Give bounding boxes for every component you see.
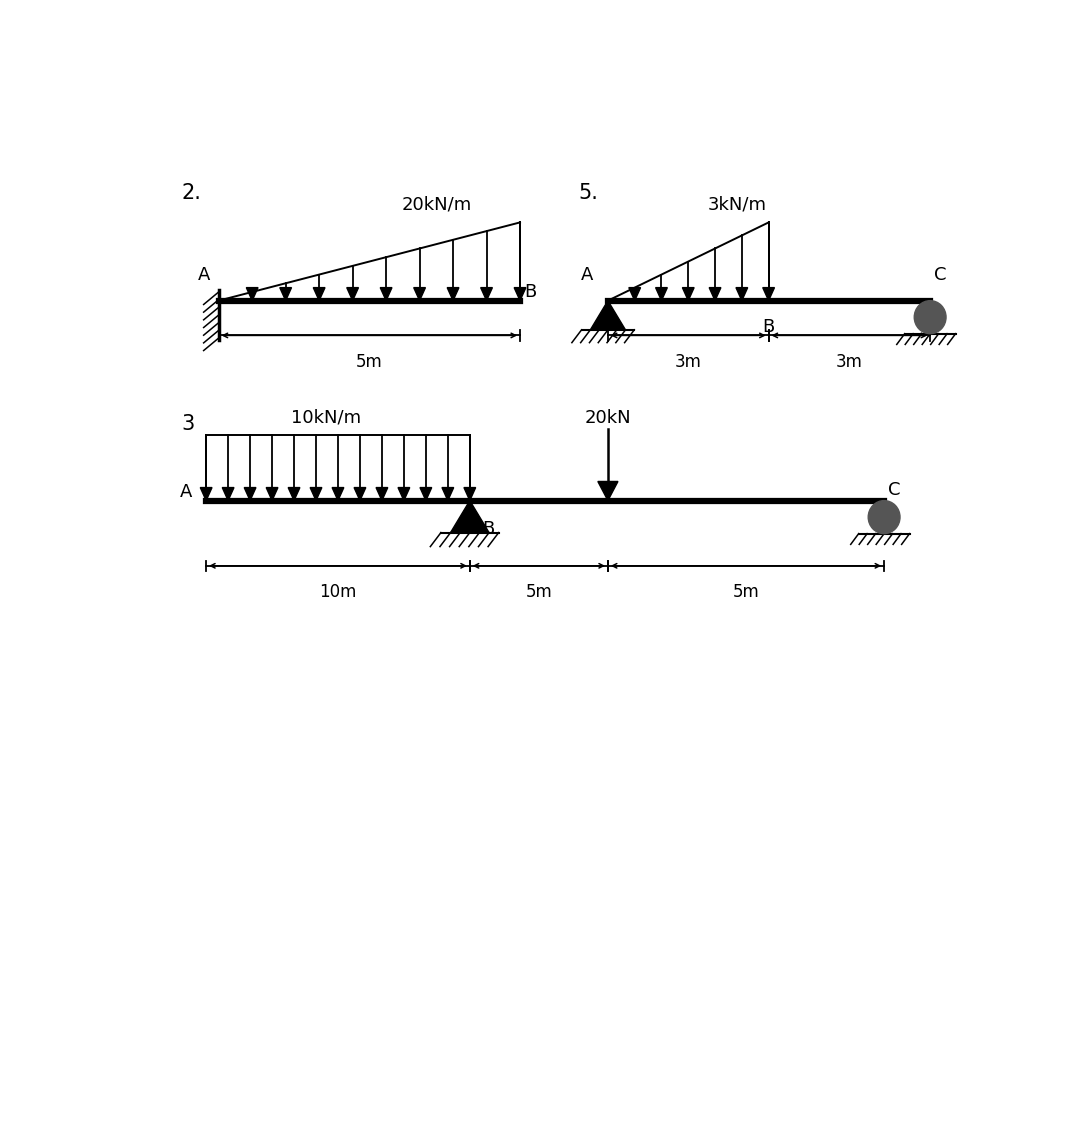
Polygon shape <box>514 288 526 300</box>
Text: C: C <box>889 481 901 499</box>
Text: 10m: 10m <box>320 584 356 601</box>
Text: B: B <box>524 283 537 301</box>
Polygon shape <box>246 288 258 300</box>
Polygon shape <box>354 488 366 500</box>
Polygon shape <box>200 488 212 500</box>
Circle shape <box>868 500 900 534</box>
Polygon shape <box>266 488 278 500</box>
Polygon shape <box>376 488 388 500</box>
Text: 5m: 5m <box>526 584 552 601</box>
Polygon shape <box>347 288 359 300</box>
Text: 2.: 2. <box>181 183 201 203</box>
Text: A: A <box>198 265 210 283</box>
Text: 3m: 3m <box>675 352 702 370</box>
Polygon shape <box>710 288 721 300</box>
Text: 3kN/m: 3kN/m <box>708 195 767 213</box>
Polygon shape <box>656 288 667 300</box>
Polygon shape <box>380 288 392 300</box>
Polygon shape <box>464 488 475 500</box>
Text: B: B <box>762 318 774 336</box>
Text: C: C <box>934 265 947 283</box>
Text: 5m: 5m <box>356 352 382 370</box>
Polygon shape <box>442 488 454 500</box>
Polygon shape <box>414 288 426 300</box>
Text: 5m: 5m <box>732 584 759 601</box>
Text: 5.: 5. <box>579 183 598 203</box>
Polygon shape <box>447 288 459 300</box>
Polygon shape <box>762 288 774 300</box>
Polygon shape <box>683 288 694 300</box>
Polygon shape <box>591 300 625 330</box>
Polygon shape <box>310 488 322 500</box>
Polygon shape <box>280 288 292 300</box>
Circle shape <box>915 300 946 334</box>
Polygon shape <box>735 288 747 300</box>
Polygon shape <box>288 488 300 500</box>
Polygon shape <box>481 288 492 300</box>
Text: 3m: 3m <box>836 352 863 370</box>
Text: A: A <box>581 265 594 283</box>
Text: 10kN/m: 10kN/m <box>291 409 361 427</box>
Polygon shape <box>450 500 489 533</box>
Polygon shape <box>222 488 234 500</box>
Polygon shape <box>598 481 618 500</box>
Polygon shape <box>629 288 640 300</box>
Polygon shape <box>399 488 409 500</box>
Polygon shape <box>420 488 432 500</box>
Polygon shape <box>313 288 325 300</box>
Polygon shape <box>333 488 343 500</box>
Text: 20kN/m: 20kN/m <box>401 195 472 213</box>
Text: 20kN: 20kN <box>584 409 631 427</box>
Polygon shape <box>244 488 256 500</box>
Text: B: B <box>483 519 495 537</box>
Text: A: A <box>179 483 192 501</box>
Text: 3: 3 <box>181 413 194 434</box>
